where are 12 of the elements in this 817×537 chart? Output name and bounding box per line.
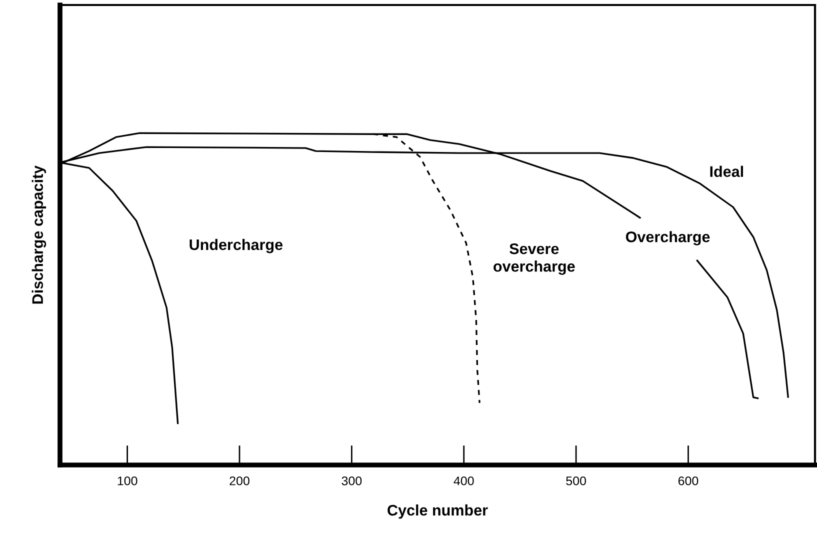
series-label: Overcharge bbox=[626, 231, 710, 246]
y-axis-title: Discharge capacity bbox=[32, 165, 46, 304]
x-tick-label: 300 bbox=[342, 476, 362, 486]
x-tick-label: 200 bbox=[230, 476, 250, 486]
x-tick-label: 500 bbox=[566, 476, 586, 486]
series-label: Severe overcharge bbox=[494, 243, 575, 275]
x-tick-label: 600 bbox=[678, 476, 698, 486]
x-tick-label: 100 bbox=[118, 476, 138, 486]
x-axis-title: Cycle number bbox=[388, 504, 488, 519]
x-tick-label: 400 bbox=[454, 476, 474, 486]
text: Undercharge bbox=[190, 238, 283, 254]
series-label: Ideal bbox=[710, 166, 743, 177]
